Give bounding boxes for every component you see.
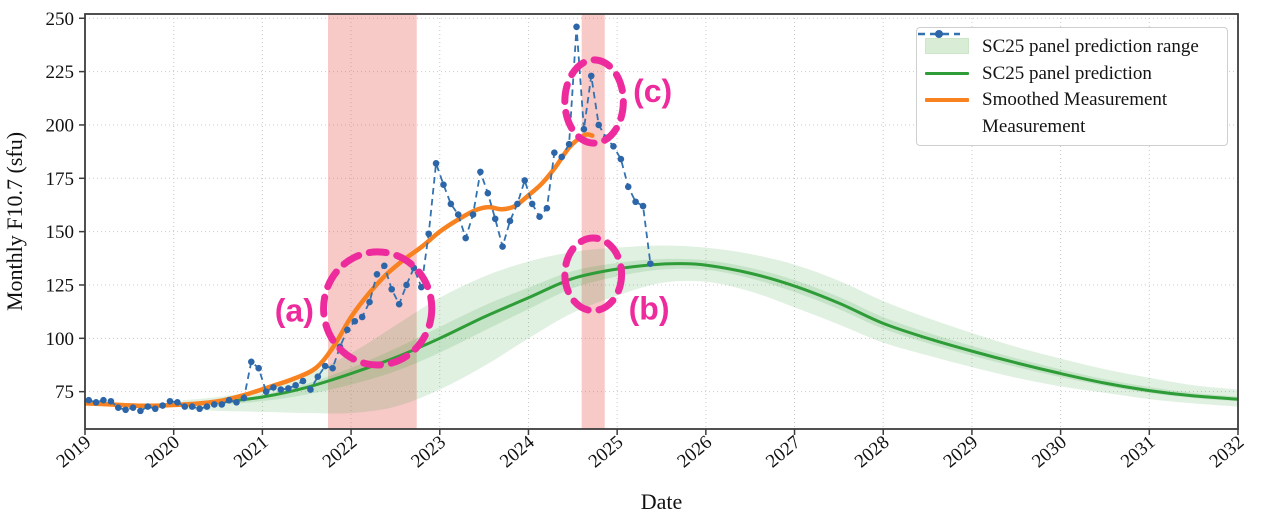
- prediction-line-swatch: [925, 71, 969, 75]
- y-tick-label: 150: [46, 222, 75, 243]
- x-tick-label: 2031: [1117, 432, 1160, 473]
- x-tick-label: 2023: [407, 432, 450, 473]
- y-tick-label: 125: [46, 275, 75, 296]
- x-tick-label: 2021: [230, 432, 273, 473]
- legend-item: SC25 panel prediction range: [925, 33, 1217, 60]
- annotation-label-a: (a): [275, 293, 314, 329]
- measurement-points: [85, 23, 654, 415]
- prediction-range-band: [182, 245, 1238, 414]
- axis-ticks: [79, 17, 1239, 435]
- x-tick-label: 2032: [1206, 432, 1249, 473]
- x-tick-label: 2026: [673, 432, 716, 473]
- legend-item: SC25 panel prediction: [925, 60, 1217, 87]
- y-tick-label: 250: [46, 9, 75, 30]
- annotation-label-b: (b): [629, 290, 670, 326]
- x-tick-label: 2028: [851, 432, 894, 473]
- legend-item-label: Measurement: [982, 116, 1086, 138]
- x-tick-label: 2029: [940, 432, 983, 473]
- y-tick-label: 200: [46, 115, 75, 136]
- grid: [84, 14, 1239, 429]
- smoothed-line-swatch: [925, 97, 969, 102]
- axes-frame: [84, 13, 1239, 430]
- x-tick-label: 2025: [585, 432, 628, 473]
- annotations: (a) (b) (c): [275, 56, 672, 369]
- legend-item-label: SC25 panel prediction range: [982, 35, 1199, 57]
- legend-item: Measurement: [918, 30, 1217, 140]
- y-axis-label: Monthly F10.7 (sfu): [2, 132, 27, 311]
- legend-item: Smoothed Measurement: [925, 87, 1217, 114]
- legend-item-label: SC25 panel prediction: [982, 62, 1152, 84]
- annotation-circle-c: [561, 56, 627, 147]
- legend-item-label: Smoothed Measurement: [982, 89, 1168, 111]
- annotation-circle-b: [561, 234, 626, 315]
- x-tick-label: 2020: [141, 432, 184, 473]
- prediction-line: [181, 262, 1238, 406]
- y-tick-label: 75: [55, 382, 74, 403]
- prediction-range-swatch: [925, 38, 969, 55]
- x-tick-label: 2027: [762, 432, 805, 473]
- annotation-circle-a: [320, 248, 436, 369]
- y-tick-label: 175: [46, 169, 75, 190]
- x-axis-label: Date: [641, 489, 683, 514]
- x-tick-label: 2022: [319, 432, 362, 473]
- y-tick-label: 100: [46, 329, 75, 350]
- y-tick-label: 225: [46, 62, 75, 83]
- x-tick-label: 2019: [53, 432, 96, 473]
- x-tick-label: 2030: [1028, 432, 1071, 473]
- highlight-band-2: [581, 14, 605, 429]
- legend: SC25 panel prediction range SC25 panel pr…: [916, 27, 1228, 146]
- x-tick-label: 2024: [496, 431, 539, 472]
- annotation-label-c: (c): [633, 73, 672, 109]
